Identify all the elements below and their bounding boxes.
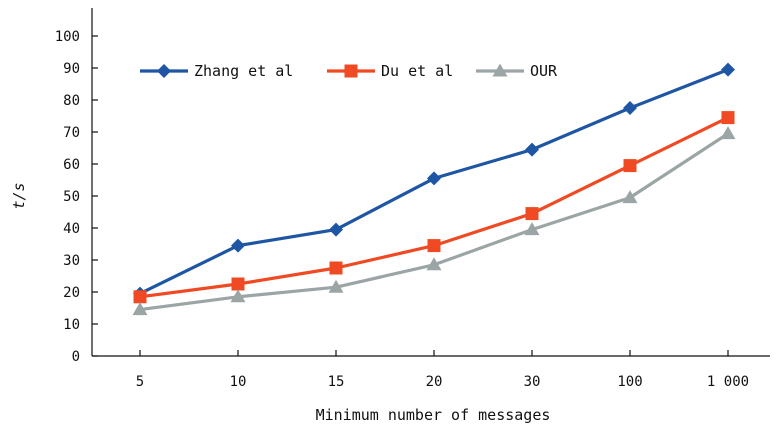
y-axis-title: t/s <box>10 182 28 209</box>
data-point <box>427 239 441 253</box>
data-point <box>231 238 245 253</box>
data-point <box>329 261 343 275</box>
data-point <box>132 302 148 316</box>
x-tick-label: 30 <box>524 374 541 390</box>
y-tick-label: 20 <box>63 285 80 301</box>
data-point <box>623 101 637 115</box>
data-point <box>623 159 637 173</box>
data-point <box>525 142 539 157</box>
x-tick-label: 20 <box>426 374 443 390</box>
legend-label: Zhang et al <box>194 62 293 80</box>
legend-marker <box>492 63 508 77</box>
y-tick-label: 60 <box>63 157 80 173</box>
legend-marker <box>157 64 171 78</box>
y-tick-label: 100 <box>55 29 80 45</box>
data-point <box>622 190 638 204</box>
legend: Zhang et al Du et al OUR <box>140 62 558 80</box>
x-ticks: 5 10 15 20 30 100 1 000 <box>136 350 749 390</box>
x-tick-label: 15 <box>328 374 345 390</box>
x-tick-label: 100 <box>617 374 642 390</box>
legend-item: Du et al <box>327 62 453 80</box>
y-tick-label: 40 <box>63 221 80 237</box>
series-layer <box>132 62 736 316</box>
data-point <box>328 279 344 293</box>
data-point <box>524 222 540 236</box>
x-tick-label: 10 <box>230 374 247 390</box>
x-tick-label: 5 <box>136 374 144 390</box>
data-point <box>133 290 147 304</box>
y-ticks: 0 10 20 30 40 50 60 70 80 90 100 <box>55 29 98 365</box>
data-point <box>721 62 735 77</box>
legend-marker <box>344 64 358 78</box>
data-point <box>525 207 539 221</box>
series-2 <box>132 126 736 316</box>
legend-item: Zhang et al <box>140 62 293 80</box>
data-point <box>230 289 246 303</box>
series-1 <box>133 111 735 304</box>
data-point <box>426 257 442 271</box>
data-point <box>329 222 343 237</box>
data-point <box>427 171 441 186</box>
y-tick-label: 90 <box>63 61 80 77</box>
data-point <box>231 277 245 291</box>
y-tick-label: 0 <box>72 349 80 365</box>
axes <box>91 8 770 357</box>
x-tick-label: 1 000 <box>707 374 749 390</box>
data-point <box>720 126 736 140</box>
x-axis-title: Minimum number of messages <box>316 406 551 424</box>
legend-label: OUR <box>530 62 558 80</box>
legend-item: OUR <box>476 62 558 80</box>
y-tick-label: 80 <box>63 93 80 109</box>
y-tick-label: 70 <box>63 125 80 141</box>
legend-label: Du et al <box>381 62 453 80</box>
y-tick-label: 30 <box>63 253 80 269</box>
y-tick-label: 10 <box>63 317 80 333</box>
data-point <box>721 111 735 125</box>
y-tick-label: 50 <box>63 189 80 205</box>
